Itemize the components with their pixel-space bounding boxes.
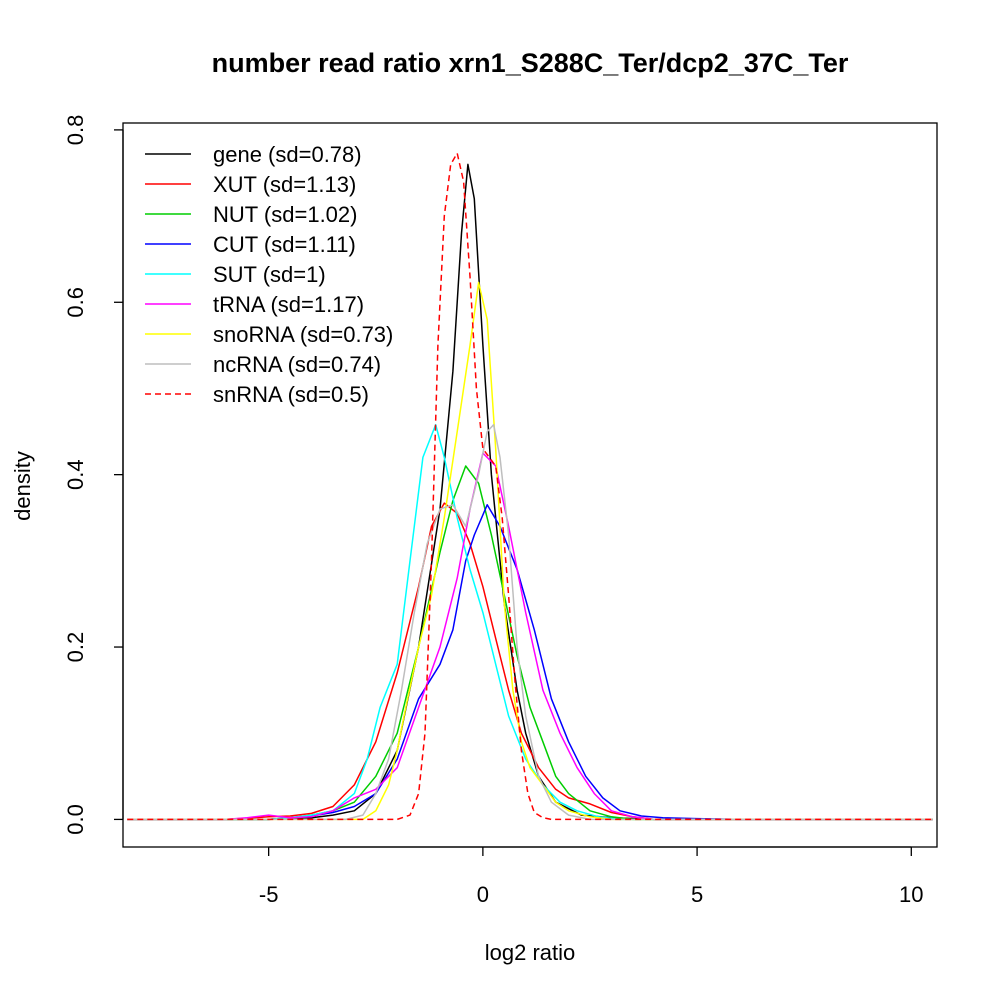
x-tick-label: -5 bbox=[259, 882, 279, 907]
y-tick-label: 0.8 bbox=[63, 115, 88, 146]
legend-label-2: NUT (sd=1.02) bbox=[213, 202, 357, 227]
legend-label-4: SUT (sd=1) bbox=[213, 262, 326, 287]
x-axis-label: log2 ratio bbox=[485, 940, 576, 965]
y-axis-label: density bbox=[10, 451, 35, 521]
chart-title: number read ratio xrn1_S288C_Ter/dcp2_37… bbox=[212, 48, 849, 78]
series-line-3 bbox=[127, 504, 933, 821]
x-tick-label: 0 bbox=[477, 882, 489, 907]
series-layer bbox=[127, 152, 933, 821]
y-tick-label: 0.6 bbox=[63, 287, 88, 318]
legend-label-1: XUT (sd=1.13) bbox=[213, 172, 356, 197]
series-line-5 bbox=[127, 452, 933, 821]
x-tick-label: 5 bbox=[691, 882, 703, 907]
y-tick-label: 0.2 bbox=[63, 632, 88, 663]
series-line-1 bbox=[127, 502, 933, 821]
x-tick-label: 10 bbox=[899, 882, 923, 907]
legend-label-7: ncRNA (sd=0.74) bbox=[213, 352, 381, 377]
y-tick-label: 0.4 bbox=[63, 459, 88, 490]
legend-label-8: snRNA (sd=0.5) bbox=[213, 382, 369, 407]
series-line-6 bbox=[127, 281, 933, 821]
legend-label-3: CUT (sd=1.11) bbox=[213, 232, 356, 257]
series-line-7 bbox=[127, 423, 933, 821]
y-axis: 0.0 0.2 0.4 0.6 0.8 bbox=[63, 115, 124, 835]
legend: gene (sd=0.78) XUT (sd=1.13) NUT (sd=1.02)… bbox=[145, 142, 393, 407]
legend-label-0: gene (sd=0.78) bbox=[213, 142, 362, 167]
x-axis: -5 0 5 10 bbox=[259, 846, 924, 907]
y-tick-label: 0.0 bbox=[63, 804, 88, 835]
legend-label-6: snoRNA (sd=0.73) bbox=[213, 322, 393, 347]
series-line-4 bbox=[127, 423, 933, 821]
legend-label-5: tRNA (sd=1.17) bbox=[213, 292, 364, 317]
